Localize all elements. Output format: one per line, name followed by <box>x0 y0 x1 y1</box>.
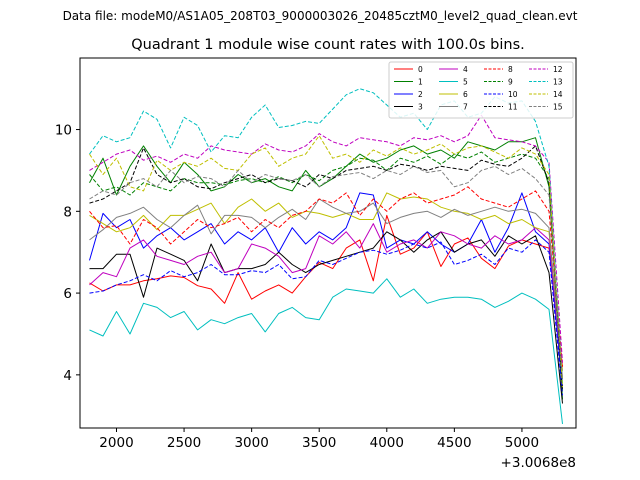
legend-label-1: 1 <box>418 78 423 87</box>
y-tick-label: 8 <box>63 204 72 220</box>
suptitle: Data file: modeM0/AS1A05_208T03_90000030… <box>63 9 578 23</box>
legend-label-14: 14 <box>553 90 563 99</box>
y-tick-label: 4 <box>63 368 72 384</box>
y-tick-label: 10 <box>55 123 72 139</box>
legend-label-0: 0 <box>418 65 423 74</box>
series-line-0 <box>89 214 563 367</box>
y-axis: 4 6 8 10 <box>55 123 80 384</box>
legend-label-9: 9 <box>508 78 513 87</box>
x-tick-label: 2000 <box>99 435 133 451</box>
series-line-14 <box>89 135 563 388</box>
x-tick-label: 5000 <box>505 435 539 451</box>
legend-label-8: 8 <box>508 65 513 74</box>
legend-label-6: 6 <box>463 90 468 99</box>
legend-label-5: 5 <box>463 78 468 87</box>
legend-label-13: 13 <box>553 78 563 87</box>
legend-label-10: 10 <box>508 90 518 99</box>
x-tick-label: 2500 <box>167 435 201 451</box>
x-tick-label: 4000 <box>370 435 404 451</box>
legend-label-7: 7 <box>463 103 468 112</box>
legend-label-4: 4 <box>463 65 468 74</box>
legend-label-11: 11 <box>508 103 518 112</box>
legend-label-2: 2 <box>418 90 423 99</box>
series-line-2 <box>89 192 563 388</box>
series-line-12 <box>89 114 563 363</box>
legend-label-12: 12 <box>553 65 563 74</box>
series-layer <box>89 88 563 424</box>
x-axis: 2000 2500 3000 3500 4000 4500 5000 <box>99 428 539 451</box>
series-line-6 <box>89 192 563 371</box>
series-line-11 <box>89 145 563 392</box>
series-line-3 <box>89 231 563 404</box>
series-line-7 <box>89 198 563 379</box>
chart-title: Quadrant 1 module wise count rates with … <box>131 37 525 53</box>
series-line-10 <box>89 239 563 396</box>
x-tick-label: 3000 <box>234 435 268 451</box>
series-line-8 <box>89 186 563 367</box>
plot-frame <box>79 57 577 429</box>
series-line-13 <box>89 88 563 384</box>
legend-label-15: 15 <box>553 103 563 112</box>
series-line-5 <box>89 278 563 424</box>
series-line-1 <box>89 137 563 400</box>
legend-label-3: 3 <box>418 103 423 112</box>
y-tick-label: 6 <box>63 286 72 302</box>
x-offset-text: +3.0068e8 <box>501 455 576 471</box>
legend-box <box>388 61 574 119</box>
x-tick-label: 4500 <box>437 435 471 451</box>
series-line-9 <box>89 151 563 392</box>
series-line-4 <box>89 223 563 379</box>
x-tick-label: 3500 <box>302 435 336 451</box>
